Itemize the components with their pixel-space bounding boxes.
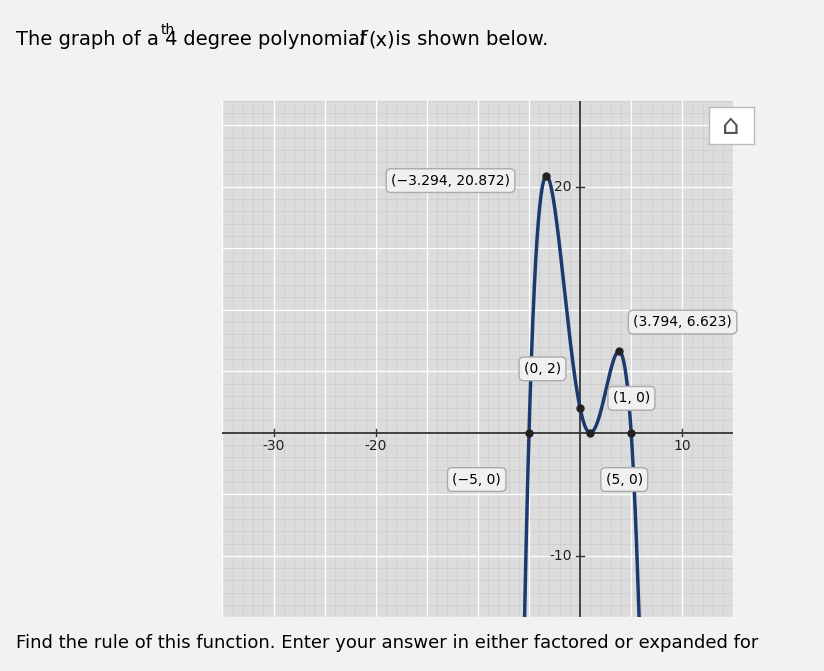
Text: (1, 0): (1, 0) xyxy=(613,391,650,405)
Text: th: th xyxy=(161,23,175,38)
Text: 10: 10 xyxy=(673,439,691,453)
Text: (3.794, 6.623): (3.794, 6.623) xyxy=(633,315,732,329)
Text: (5, 0): (5, 0) xyxy=(606,472,643,486)
Text: is shown below.: is shown below. xyxy=(389,30,548,49)
Text: f: f xyxy=(358,30,365,49)
Text: (−5, 0): (−5, 0) xyxy=(452,472,501,486)
Text: (x): (x) xyxy=(368,30,395,49)
Text: -30: -30 xyxy=(262,439,285,453)
Text: (0, 2): (0, 2) xyxy=(524,362,561,376)
Text: Find the rule of this function. Enter your answer in either factored or expanded: Find the rule of this function. Enter yo… xyxy=(16,634,759,652)
Text: -10: -10 xyxy=(550,549,572,563)
Text: 20: 20 xyxy=(555,180,572,194)
Text: The graph of a 4: The graph of a 4 xyxy=(16,30,178,49)
Text: -20: -20 xyxy=(364,439,387,453)
Text: (−3.294, 20.872): (−3.294, 20.872) xyxy=(391,174,510,188)
Text: ⌂: ⌂ xyxy=(723,112,740,140)
Text: degree polynomial: degree polynomial xyxy=(177,30,372,49)
